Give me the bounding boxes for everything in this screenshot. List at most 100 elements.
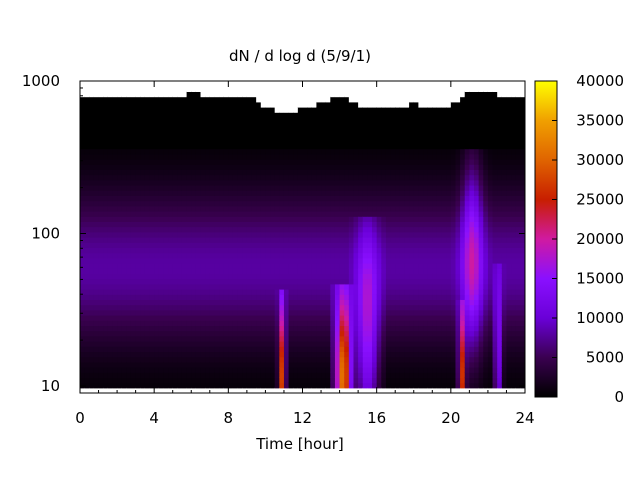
heatmap-cell — [413, 372, 419, 378]
heatmap-cell — [246, 252, 253, 259]
heatmap-cell — [334, 190, 341, 196]
heatmap-cell — [311, 211, 318, 217]
heatmap-cell — [126, 283, 132, 290]
heatmap-cell — [446, 211, 452, 217]
heatmap-cell — [395, 231, 401, 238]
heatmap-cell — [334, 143, 341, 150]
heatmap-cell — [372, 263, 378, 269]
heatmap-cell — [98, 185, 104, 191]
heatmap-cell — [260, 304, 267, 311]
heatmap-cell — [260, 273, 267, 280]
heatmap-cell — [209, 361, 216, 368]
heatmap-cell — [321, 211, 327, 217]
heatmap-cell — [265, 330, 271, 337]
heatmap-cell — [372, 164, 378, 170]
heatmap-cell — [381, 117, 387, 124]
heatmap-cell — [441, 101, 447, 108]
heatmap-cell — [446, 237, 452, 243]
heatmap-cell — [172, 247, 178, 254]
heatmap-cell — [334, 372, 341, 378]
heatmap-cell — [205, 304, 211, 311]
heatmap-cell — [307, 278, 313, 285]
heatmap-cell — [339, 325, 345, 332]
heatmap-cell — [130, 315, 137, 321]
heatmap-cell — [423, 315, 429, 321]
heatmap-cell — [144, 242, 151, 248]
heatmap-cell — [302, 138, 308, 144]
heatmap-cell — [409, 138, 415, 144]
heatmap-cell — [283, 304, 290, 311]
heatmap-cell — [325, 356, 331, 363]
heatmap-cell — [256, 96, 262, 103]
heatmap-cell — [274, 304, 280, 311]
heatmap-cell — [242, 179, 248, 186]
heatmap-cell — [107, 221, 114, 228]
heatmap-cell — [358, 268, 364, 274]
heatmap-cell — [130, 289, 137, 295]
heatmap-cell — [404, 278, 410, 285]
heatmap-cell — [302, 96, 308, 103]
heatmap-cell — [154, 304, 160, 311]
heatmap-cell — [191, 138, 197, 144]
heatmap-cell — [205, 107, 211, 113]
heatmap-cell — [117, 112, 123, 118]
heatmap-cell — [84, 237, 90, 243]
heatmap-cell — [413, 382, 419, 389]
heatmap-cell — [432, 122, 438, 129]
heatmap-cell — [334, 247, 341, 254]
heatmap-cell — [242, 361, 248, 368]
heatmap-cell — [214, 81, 220, 87]
heatmap-cell — [274, 159, 280, 165]
heatmap-cell — [455, 341, 461, 347]
heatmap-cell — [84, 299, 90, 306]
heatmap-cell — [293, 346, 299, 352]
heatmap-cell — [251, 278, 257, 285]
heatmap-cell — [270, 174, 276, 181]
heatmap-cell — [353, 101, 359, 108]
heatmap-cell — [409, 190, 415, 196]
heatmap-cell — [348, 315, 355, 321]
heatmap-cell — [177, 174, 183, 181]
heatmap-cell — [246, 211, 253, 217]
heatmap-cell — [223, 195, 229, 202]
heatmap-cell — [186, 148, 192, 155]
heatmap-cell — [423, 257, 429, 264]
heatmap-cell — [395, 351, 401, 358]
heatmap-cell — [307, 205, 313, 212]
heatmap-cell — [214, 289, 220, 295]
heatmap-cell — [154, 356, 160, 363]
heatmap-cell — [242, 356, 248, 363]
heatmap-cell — [307, 133, 313, 139]
heatmap-cell — [191, 122, 197, 129]
heatmap-cell — [339, 341, 345, 347]
heatmap-cell — [455, 257, 461, 264]
heatmap-cell — [223, 179, 229, 186]
heatmap-cell — [455, 283, 461, 290]
heatmap-cell — [283, 372, 290, 378]
heatmap-cell — [121, 127, 127, 134]
heatmap-cell — [316, 138, 322, 144]
heatmap-cell — [246, 361, 253, 368]
heatmap-cell — [195, 315, 202, 321]
heatmap-cell — [339, 283, 345, 290]
heatmap-cell — [246, 164, 253, 170]
heatmap-cell — [279, 273, 285, 280]
heatmap-cell — [93, 216, 100, 222]
heatmap-cell — [172, 356, 178, 363]
heatmap-cell — [195, 190, 202, 196]
heatmap-cell — [154, 226, 160, 233]
heatmap-cell — [265, 101, 271, 108]
heatmap-cell — [84, 216, 90, 222]
heatmap-cell — [450, 200, 457, 207]
heatmap-cell — [246, 226, 253, 233]
heatmap-cell — [293, 216, 299, 222]
heatmap-cell — [112, 382, 118, 389]
heatmap-cell — [334, 117, 341, 124]
heatmap-cell — [237, 185, 243, 191]
heatmap-cell — [246, 174, 253, 181]
heatmap-cell — [321, 174, 327, 181]
heatmap-cell — [460, 216, 466, 222]
heatmap-cell — [232, 231, 239, 238]
heatmap-cell — [251, 195, 257, 202]
heatmap-cell — [293, 221, 299, 228]
